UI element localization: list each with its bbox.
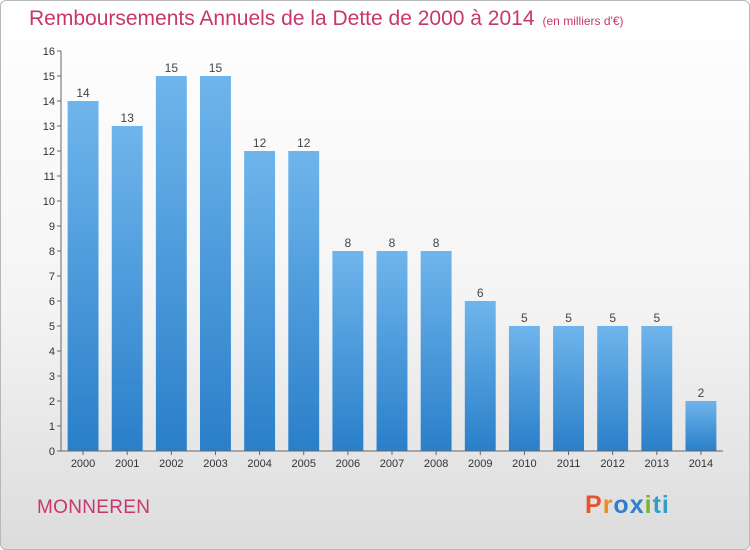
x-tick-label: 2003 xyxy=(203,458,227,470)
y-tick-label: 15 xyxy=(43,71,55,83)
logo-letter: x xyxy=(629,491,645,519)
bar-value-label: 8 xyxy=(433,236,440,250)
x-tick-label: 2012 xyxy=(600,458,624,470)
bar xyxy=(420,251,452,451)
bar-value-label: 12 xyxy=(297,136,311,150)
bar-value-label: 15 xyxy=(209,61,223,75)
y-tick-label: 7 xyxy=(49,271,55,283)
chart-unit-note: (en milliers d'€) xyxy=(542,14,624,28)
logo-letter: P xyxy=(585,491,603,519)
bar-value-label: 8 xyxy=(389,236,396,250)
x-tick-label: 2000 xyxy=(71,458,95,470)
x-tick-label: 2011 xyxy=(557,458,581,470)
chart-title-text: Remboursements Annuels de la Dette de 20… xyxy=(29,7,535,30)
bar-value-label: 5 xyxy=(653,311,660,325)
bar xyxy=(200,76,231,451)
bar-value-label: 6 xyxy=(477,286,484,300)
bar xyxy=(553,326,584,451)
y-tick-label: 5 xyxy=(49,321,55,333)
bar-value-label: 15 xyxy=(165,61,179,75)
logo-letter: i xyxy=(644,491,653,519)
x-tick-label: 2008 xyxy=(424,458,448,470)
y-tick-label: 12 xyxy=(43,146,55,158)
bar xyxy=(597,326,629,451)
y-tick-label: 9 xyxy=(49,221,55,233)
y-tick-label: 14 xyxy=(43,96,55,108)
x-tick-label: 2009 xyxy=(468,458,492,470)
bar xyxy=(244,151,276,451)
bars: 14 13 15 15 12 12 8 8 8 6 5 5 5 5 2 xyxy=(67,61,717,451)
bar xyxy=(67,101,99,451)
bar-value-label: 8 xyxy=(345,236,352,250)
y-tick-label: 2 xyxy=(49,396,55,408)
x-tick-label: 2010 xyxy=(512,458,536,470)
bar-value-label: 12 xyxy=(253,136,267,150)
y-tick-label: 6 xyxy=(49,296,55,308)
x-tick-label: 2013 xyxy=(645,458,669,470)
bar xyxy=(155,76,187,451)
bar-value-label: 2 xyxy=(698,386,705,400)
bar xyxy=(685,401,717,451)
bar xyxy=(376,251,408,451)
y-tick-label: 3 xyxy=(49,371,55,383)
bar-value-label: 5 xyxy=(521,311,528,325)
y-tick-label: 0 xyxy=(49,446,55,458)
bar xyxy=(464,301,496,451)
x-axis: 2000 2001 2002 2003 2004 2005 2006 2007 2008 2009… xyxy=(61,450,723,470)
x-tick-label: 2002 xyxy=(159,458,183,470)
y-tick-label: 10 xyxy=(43,196,55,208)
chart-title: Remboursements Annuels de la Dette de 20… xyxy=(29,7,624,31)
bar xyxy=(641,326,673,451)
y-tick-label: 16 xyxy=(43,46,55,58)
bar xyxy=(111,126,143,451)
y-tick-label: 13 xyxy=(43,121,55,133)
y-tick-label: 4 xyxy=(49,346,55,358)
y-tick-label: 1 xyxy=(49,421,55,433)
location-label: MONNEREN xyxy=(37,497,151,518)
bar xyxy=(288,151,320,451)
bar-value-label: 13 xyxy=(121,111,135,125)
proxiti-logo: Proxiti xyxy=(585,491,670,520)
x-tick-label: 2001 xyxy=(115,458,139,470)
bar xyxy=(332,251,364,451)
bar-value-label: 5 xyxy=(565,311,572,325)
logo-letter: ti xyxy=(652,491,670,519)
x-tick-label: 2014 xyxy=(689,458,713,470)
y-tick-label: 11 xyxy=(44,171,55,183)
y-tick-label: 8 xyxy=(49,246,55,258)
x-tick-label: 2005 xyxy=(291,458,315,470)
bar xyxy=(508,326,540,451)
x-tick-label: 2004 xyxy=(247,458,271,470)
bar-value-label: 5 xyxy=(609,311,616,325)
logo-letter: o xyxy=(613,491,630,519)
logo-letter: r xyxy=(602,491,614,519)
x-tick-label: 2007 xyxy=(380,458,404,470)
bar-value-label: 14 xyxy=(76,86,90,100)
x-tick-label: 2006 xyxy=(336,458,360,470)
